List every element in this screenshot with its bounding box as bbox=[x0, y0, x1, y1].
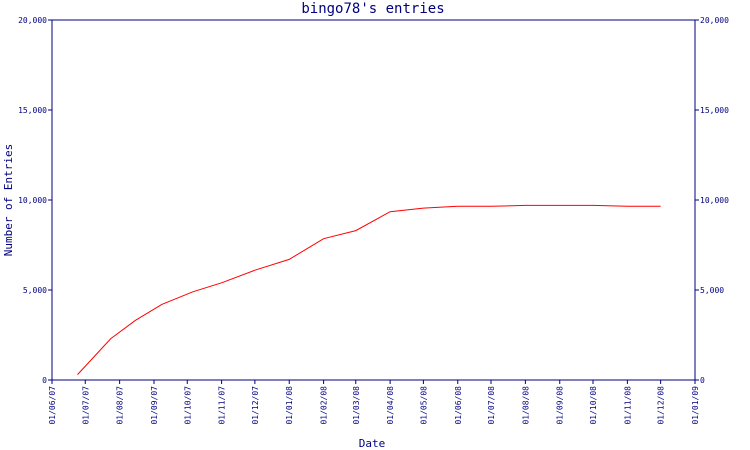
y-tick-label-right: 10,000 bbox=[700, 196, 729, 205]
x-tick-label: 01/06/08 bbox=[454, 386, 463, 425]
x-tick-label: 01/04/08 bbox=[386, 386, 395, 425]
y-tick-label-right: 5,000 bbox=[700, 286, 724, 295]
x-tick-label: 01/11/07 bbox=[218, 386, 227, 425]
y-tick-label-left: 0 bbox=[42, 376, 47, 385]
series-line bbox=[77, 204, 661, 375]
y-tick-label-right: 15,000 bbox=[700, 106, 729, 115]
x-tick-label: 01/07/08 bbox=[487, 386, 496, 425]
x-tick-label: 01/08/07 bbox=[116, 386, 125, 425]
x-tick-label: 01/09/07 bbox=[150, 386, 159, 425]
series-group bbox=[77, 204, 661, 375]
x-tick-label: 01/03/08 bbox=[352, 386, 361, 425]
x-tick-label: 01/12/07 bbox=[251, 386, 260, 425]
y-tick-label-left: 10,000 bbox=[18, 196, 47, 205]
chart-title: bingo78's entries bbox=[301, 1, 444, 17]
y-axis-ticks: 0 0 5,000 5,000 10,000 10,000 15,000 15,000 20,0… bbox=[18, 16, 729, 385]
y-tick-label-left: 15,000 bbox=[18, 106, 47, 115]
x-tick-label: 01/10/08 bbox=[589, 386, 598, 425]
x-tick-label: 01/10/07 bbox=[183, 386, 192, 425]
x-axis-ticks: 01/06/07 01/07/07 01/08/07 01/09/07 01/10/07… bbox=[48, 380, 700, 425]
x-tick-label: 01/01/09 bbox=[691, 386, 700, 425]
x-tick-label: 01/05/08 bbox=[419, 386, 428, 425]
x-tick-label: 01/09/08 bbox=[556, 386, 565, 425]
y-tick-label-right: 20,000 bbox=[700, 16, 729, 25]
x-tick-label: 01/06/07 bbox=[48, 386, 57, 425]
x-tick-label: 01/08/08 bbox=[521, 386, 530, 425]
y-tick-label-left: 5,000 bbox=[23, 286, 47, 295]
y-tick-label-left: 20,000 bbox=[18, 16, 47, 25]
x-tick-label: 01/12/08 bbox=[657, 386, 666, 425]
plot-frame bbox=[51, 19, 696, 381]
x-axis-label: Date bbox=[359, 437, 386, 450]
x-tick-label: 01/01/08 bbox=[285, 386, 294, 425]
x-tick-label: 01/07/07 bbox=[81, 386, 90, 425]
x-tick-label: 01/02/08 bbox=[320, 386, 329, 425]
y-axis-label: Number of Entries bbox=[2, 144, 15, 257]
y-tick-label-right: 0 bbox=[700, 376, 705, 385]
x-tick-label: 01/11/08 bbox=[623, 386, 632, 425]
